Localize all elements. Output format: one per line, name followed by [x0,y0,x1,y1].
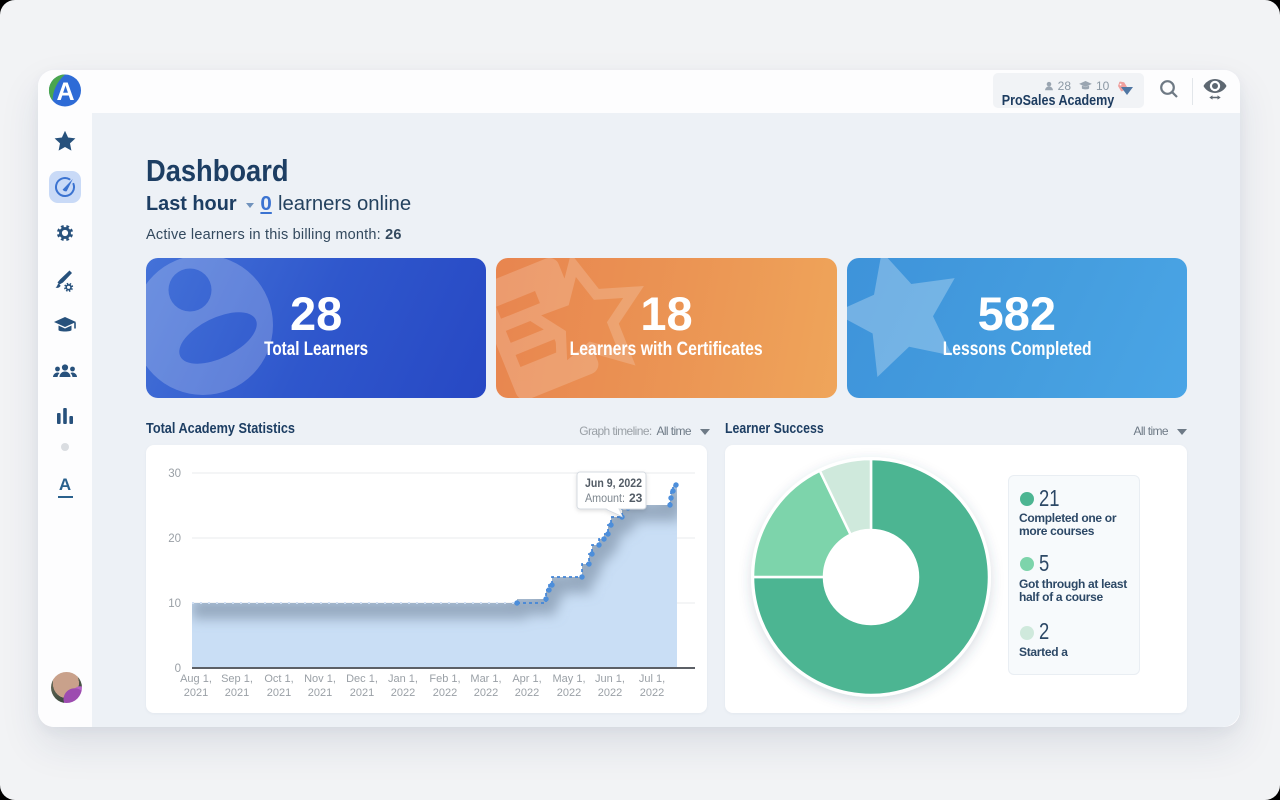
svg-text:10: 10 [168,598,181,610]
svg-text:2022: 2022 [557,687,581,699]
svg-text:0: 0 [175,663,181,675]
svg-text:May 1,: May 1, [552,673,585,685]
svg-text:Jun 9, 2022: Jun 9, 2022 [585,476,642,490]
svg-text:A: A [56,78,74,106]
svg-text:Amount:: Amount: [585,491,625,505]
svg-text:Jul 1,: Jul 1, [639,673,665,685]
svg-text:2022: 2022 [640,687,664,699]
svg-text:Sep 1,: Sep 1, [221,673,253,685]
svg-text:23: 23 [629,491,643,505]
svg-text:2021: 2021 [267,687,291,699]
svg-text:2022: 2022 [474,687,498,699]
svg-text:2021: 2021 [184,687,208,699]
svg-text:Mar 1,: Mar 1, [470,673,501,685]
svg-text:2022: 2022 [598,687,622,699]
svg-text:Aug 1,: Aug 1, [180,673,212,685]
svg-text:Apr 1,: Apr 1, [512,673,541,685]
svg-text:2021: 2021 [350,687,374,699]
svg-text:Feb 1,: Feb 1, [429,673,460,685]
svg-text:Nov 1,: Nov 1, [304,673,336,685]
svg-text:Jun 1,: Jun 1, [595,673,625,685]
svg-text:2022: 2022 [515,687,539,699]
svg-text:2022: 2022 [433,687,457,699]
svg-text:30: 30 [168,468,181,480]
svg-text:2022: 2022 [391,687,415,699]
svg-text:2021: 2021 [308,687,332,699]
svg-text:Jan 1,: Jan 1, [388,673,418,685]
svg-text:20: 20 [168,533,181,545]
svg-text:2021: 2021 [225,687,249,699]
svg-text:Oct 1,: Oct 1, [264,673,293,685]
svg-text:Dec 1,: Dec 1, [346,673,378,685]
